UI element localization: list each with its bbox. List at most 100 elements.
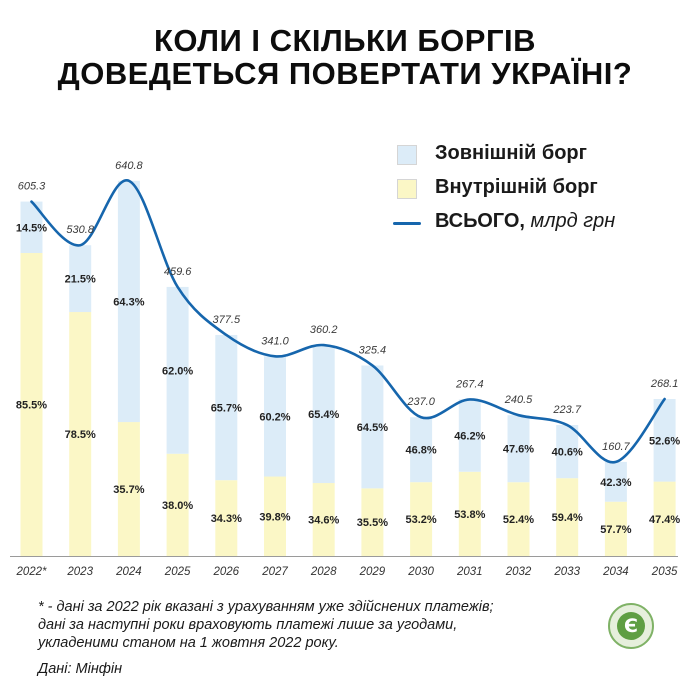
bar-domestic: [361, 488, 384, 556]
external-share-label: 46.2%: [454, 431, 485, 443]
external-share-label: 65.4%: [308, 409, 339, 421]
bar-domestic: [604, 501, 627, 556]
legend-label-external: Зовнішній борг: [435, 142, 587, 164]
x-tick-label: 2026: [213, 566, 240, 578]
total-value-label: 237.0: [406, 396, 435, 408]
legend-label-total: ВСЬОГО, млрд грн: [435, 210, 615, 233]
bar-domestic: [20, 252, 43, 557]
legend-total-unit: млрд грн: [530, 210, 616, 232]
total-value-label: 459.6: [164, 266, 192, 278]
bar-external: [507, 415, 530, 483]
bar-domestic: [507, 482, 530, 556]
total-value-label: 341.0: [261, 335, 289, 347]
legend-label-domestic: Внутрішній борг: [435, 176, 598, 198]
bar-domestic: [166, 453, 189, 556]
domestic-share-label: 52.4%: [503, 514, 534, 526]
bar-external: [556, 425, 579, 479]
domestic-share-label: 78.5%: [65, 429, 96, 441]
total-value-label: 268.1: [650, 378, 679, 390]
external-share-label: 64.5%: [357, 422, 388, 434]
chart-title-line-1: КОЛИ І СКІЛЬКИ БОРГІВ: [153, 23, 537, 58]
bar-external: [312, 345, 335, 484]
bar-domestic: [653, 481, 676, 556]
x-tick-label: 2029: [359, 566, 386, 578]
domestic-share-label: 34.3%: [211, 513, 242, 525]
total-value-label: 240.5: [504, 394, 533, 406]
total-value-label: 267.4: [455, 378, 484, 390]
external-share-label: 64.3%: [113, 296, 144, 308]
external-share-label: 42.3%: [600, 477, 631, 489]
footnote-line-1: * - дані за 2022 рік вказані з урахуванн…: [38, 599, 494, 615]
bar-external: [361, 365, 384, 489]
external-share-label: 47.6%: [503, 444, 534, 456]
bar-external: [215, 334, 238, 481]
bar-external: [117, 180, 140, 423]
bar-domestic: [458, 471, 481, 556]
bar-external: [20, 201, 43, 253]
x-tick-label: 2025: [164, 566, 191, 578]
domestic-share-label: 59.4%: [552, 512, 583, 524]
domestic-share-label: 35.5%: [357, 517, 388, 529]
total-value-label: 325.4: [359, 344, 387, 356]
footnote: * - дані за 2022 рік вказані з урахуванн…: [38, 598, 598, 652]
domestic-share-label: 39.8%: [259, 511, 290, 523]
x-tick-label: 2027: [261, 566, 288, 578]
footnote-line-2: дані за наступні роки враховують платежі…: [38, 617, 458, 633]
domestic-share-label: 34.6%: [308, 515, 339, 527]
x-tick-label: 2023: [66, 566, 93, 578]
bar-domestic: [264, 476, 286, 556]
total-value-label: 360.2: [310, 324, 338, 336]
x-tick-label: 2030: [407, 566, 434, 578]
publisher-logo-icon: Є: [617, 612, 645, 640]
bar-external: [264, 356, 286, 477]
external-share-label: 52.6%: [649, 435, 680, 447]
total-value-label: 530.8: [66, 224, 94, 236]
bar-domestic: [556, 478, 579, 556]
external-share-label: 14.5%: [16, 222, 47, 234]
bar-external: [458, 399, 481, 472]
bar-domestic: [215, 480, 238, 556]
external-share-label: 21.5%: [65, 274, 96, 286]
legend-swatch-external: [397, 145, 417, 165]
x-tick-label: 2034: [602, 566, 629, 578]
total-value-label: 160.7: [602, 441, 630, 453]
domestic-share-label: 53.8%: [454, 509, 485, 521]
total-value-label: 223.7: [552, 404, 581, 416]
external-share-label: 65.7%: [211, 403, 242, 415]
x-tick-label: 2033: [553, 566, 580, 578]
bar-domestic: [117, 422, 140, 556]
total-line: [30, 179, 666, 464]
external-share-label: 62.0%: [162, 365, 193, 377]
bar-domestic: [312, 483, 335, 556]
chart-title-line-2: ДОВЕДЕТЬСЯ ПОВЕРТАТИ УКРАЇНІ?: [57, 56, 633, 91]
legend-line-total: [393, 222, 421, 225]
total-value-label: 640.8: [115, 160, 143, 172]
total-value-label: 605.3: [18, 181, 46, 193]
bar-external: [410, 417, 433, 483]
domestic-share-label: 85.5%: [16, 399, 47, 411]
external-share-label: 40.6%: [552, 447, 583, 459]
domestic-share-label: 47.4%: [649, 514, 680, 526]
bar-external: [604, 461, 627, 502]
bar-external: [653, 399, 676, 482]
domestic-share-label: 35.7%: [113, 484, 144, 496]
chart-title: КОЛИ І СКІЛЬКИ БОРГІВ ДОВЕДЕТЬСЯ ПОВЕРТА…: [0, 24, 690, 90]
domestic-share-label: 53.2%: [405, 514, 436, 526]
bar-external: [69, 245, 92, 313]
domestic-share-label: 38.0%: [162, 500, 193, 512]
domestic-share-label: 57.7%: [600, 524, 631, 536]
footnote-line-3: укладеними станом на 1 жовтня 2022 року.: [38, 635, 339, 651]
total-value-label: 377.5: [213, 314, 241, 326]
x-tick-label: 2028: [310, 566, 337, 578]
bar-domestic: [410, 482, 433, 556]
x-tick-label: 2035: [651, 566, 678, 578]
legend-total-text: ВСЬОГО,: [435, 210, 525, 232]
source-note: Дані: Мінфін: [38, 661, 123, 677]
x-tick-label: 2031: [456, 566, 483, 578]
publisher-logo: Є: [608, 603, 654, 649]
bar-external: [166, 286, 189, 454]
external-share-label: 60.2%: [259, 411, 290, 423]
legend-swatch-domestic: [397, 179, 417, 199]
x-tick-label: 2024: [115, 566, 142, 578]
